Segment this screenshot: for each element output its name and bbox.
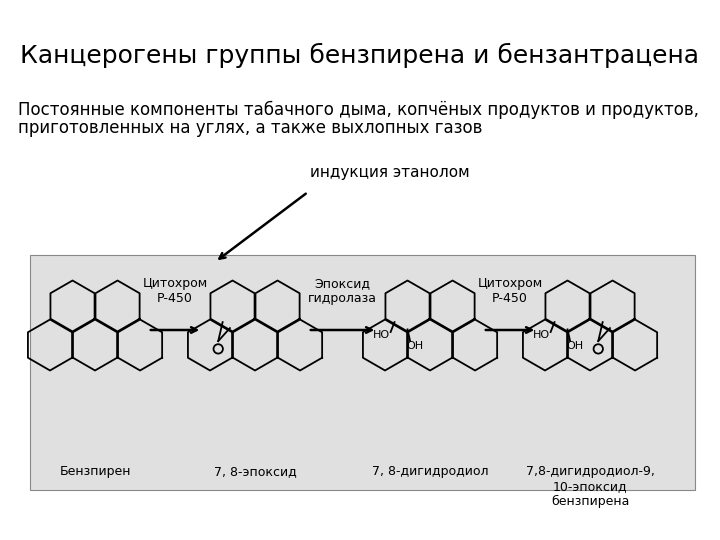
Text: приготовленных на углях, а также выхлопных газов: приготовленных на углях, а также выхлопн… bbox=[18, 119, 482, 137]
Text: 7, 8-эпоксид: 7, 8-эпоксид bbox=[214, 465, 297, 478]
Text: Канцерогены группы бензпирена и бензантрацена: Канцерогены группы бензпирена и бензантр… bbox=[20, 43, 700, 68]
Text: HO: HO bbox=[533, 329, 550, 340]
Text: Бензпирен: Бензпирен bbox=[59, 465, 131, 478]
Text: Постоянные компоненты табачного дыма, копчёных продуктов и продуктов,: Постоянные компоненты табачного дыма, ко… bbox=[18, 101, 699, 119]
Text: OH: OH bbox=[407, 341, 424, 352]
Text: 7, 8-дигидродиол: 7, 8-дигидродиол bbox=[372, 465, 488, 478]
Text: Цитохром
Р-450: Цитохром Р-450 bbox=[477, 277, 543, 305]
Bar bbox=[30, 255, 695, 490]
Text: 7,8-дигидродиол-9,
10-эпоксид
бензпирена: 7,8-дигидродиол-9, 10-эпоксид бензпирена bbox=[526, 465, 654, 508]
Text: Цитохром
Р-450: Цитохром Р-450 bbox=[143, 277, 207, 305]
Text: OH: OH bbox=[567, 341, 584, 352]
Text: индукция этанолом: индукция этанолом bbox=[310, 165, 469, 180]
Text: HO: HO bbox=[373, 329, 390, 340]
Text: Эпоксид
гидролаза: Эпоксид гидролаза bbox=[308, 277, 377, 305]
